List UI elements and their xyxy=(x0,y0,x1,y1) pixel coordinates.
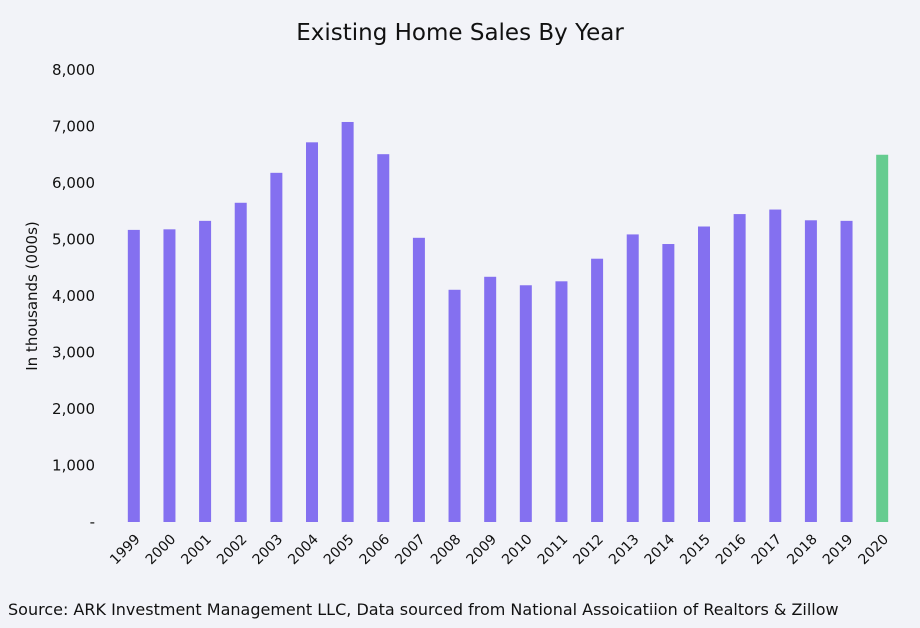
bar-2015 xyxy=(698,226,710,522)
x-tick-label: 1999 xyxy=(107,532,144,569)
bar-1999 xyxy=(127,229,140,522)
x-tick-label: 2010 xyxy=(499,532,536,569)
bar-2005 xyxy=(341,121,354,522)
x-tick-label: 2001 xyxy=(178,532,215,569)
bar-2009 xyxy=(484,276,497,522)
x-tick-label: 2004 xyxy=(285,531,322,568)
bar-2010 xyxy=(519,285,532,522)
x-tick-label: 2019 xyxy=(820,532,857,569)
bar-2019 xyxy=(840,220,853,523)
x-tick-label: 2018 xyxy=(784,532,821,569)
bar-2001 xyxy=(199,220,212,523)
y-tick-label: 5,000 xyxy=(52,231,95,249)
bar-2000 xyxy=(163,229,176,522)
y-tick-label: 6,000 xyxy=(52,174,95,192)
y-tick-label: 4,000 xyxy=(52,287,95,305)
x-tick-label: 2017 xyxy=(749,532,786,569)
chart-title: Existing Home Sales By Year xyxy=(296,20,624,46)
x-tick-label: 2020 xyxy=(855,532,892,569)
x-tick-label: 2016 xyxy=(713,531,750,568)
y-tick-label: 1,000 xyxy=(52,457,95,475)
y-tick-label: 7,000 xyxy=(52,118,95,136)
x-axis: 1999 2000 2001 2002 2003 2004 2005 2006 2007 2008… xyxy=(107,531,892,568)
bar-2004 xyxy=(306,142,318,522)
y-tick-label: - xyxy=(90,513,95,531)
x-tick-label: 2011 xyxy=(535,532,572,569)
bar-2006 xyxy=(377,154,390,522)
y-tick-label: 3,000 xyxy=(52,344,95,362)
x-tick-label: 2003 xyxy=(250,532,287,569)
y-tick-label: 8,000 xyxy=(52,61,95,79)
x-tick-label: 2014 xyxy=(642,531,679,568)
bar-2008 xyxy=(448,289,461,522)
bar-2014 xyxy=(662,244,675,522)
x-tick-label: 2012 xyxy=(570,532,607,569)
bars xyxy=(127,121,889,523)
y-axis: - 1,000 2,000 3,000 4,000 5,000 6,000 7,000 8,00… xyxy=(52,61,95,531)
bar-2011 xyxy=(555,281,568,522)
bar-2003 xyxy=(270,172,283,522)
x-tick-label: 2002 xyxy=(214,532,251,569)
x-tick-label: 2007 xyxy=(392,532,429,569)
bar-2018 xyxy=(804,220,817,523)
bar-2016 xyxy=(733,214,746,522)
bar-2002 xyxy=(234,202,247,522)
x-tick-label: 2006 xyxy=(357,531,394,568)
bar-2017 xyxy=(769,209,782,522)
source-note: Source: ARK Investment Management LLC, D… xyxy=(8,600,839,619)
x-tick-label: 2008 xyxy=(428,532,465,569)
x-tick-label: 2013 xyxy=(606,532,643,569)
x-tick-label: 2005 xyxy=(321,532,358,569)
x-tick-label: 2000 xyxy=(143,532,180,569)
x-tick-label: 2009 xyxy=(463,532,500,569)
x-tick-label: 2015 xyxy=(677,532,714,569)
y-axis-label: In thousands (000s) xyxy=(23,221,41,371)
y-tick-label: 2,000 xyxy=(52,400,95,418)
bar-2012 xyxy=(591,258,604,522)
bar-2013 xyxy=(626,234,639,523)
bar-2020 xyxy=(876,154,889,522)
bar-2007 xyxy=(412,237,425,522)
